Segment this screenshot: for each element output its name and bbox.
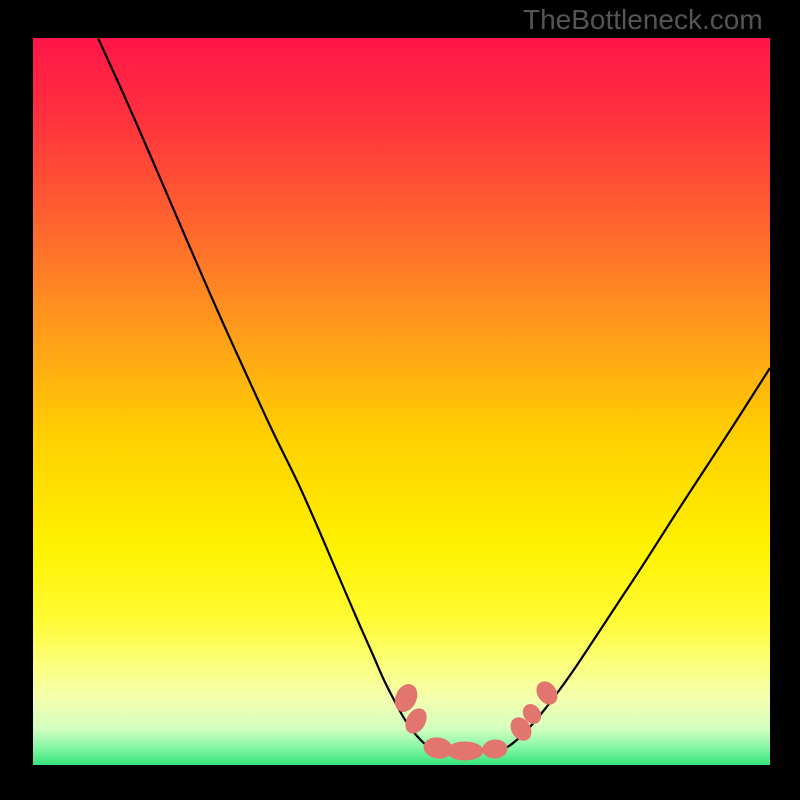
plot-area [33, 38, 770, 765]
data-marker [482, 739, 507, 759]
watermark-text: TheBottleneck.com [523, 4, 763, 36]
chart-svg [33, 38, 770, 765]
left-curve [98, 38, 433, 748]
data-marker [533, 678, 561, 708]
chart-frame [0, 0, 800, 800]
data-marker [447, 742, 483, 760]
